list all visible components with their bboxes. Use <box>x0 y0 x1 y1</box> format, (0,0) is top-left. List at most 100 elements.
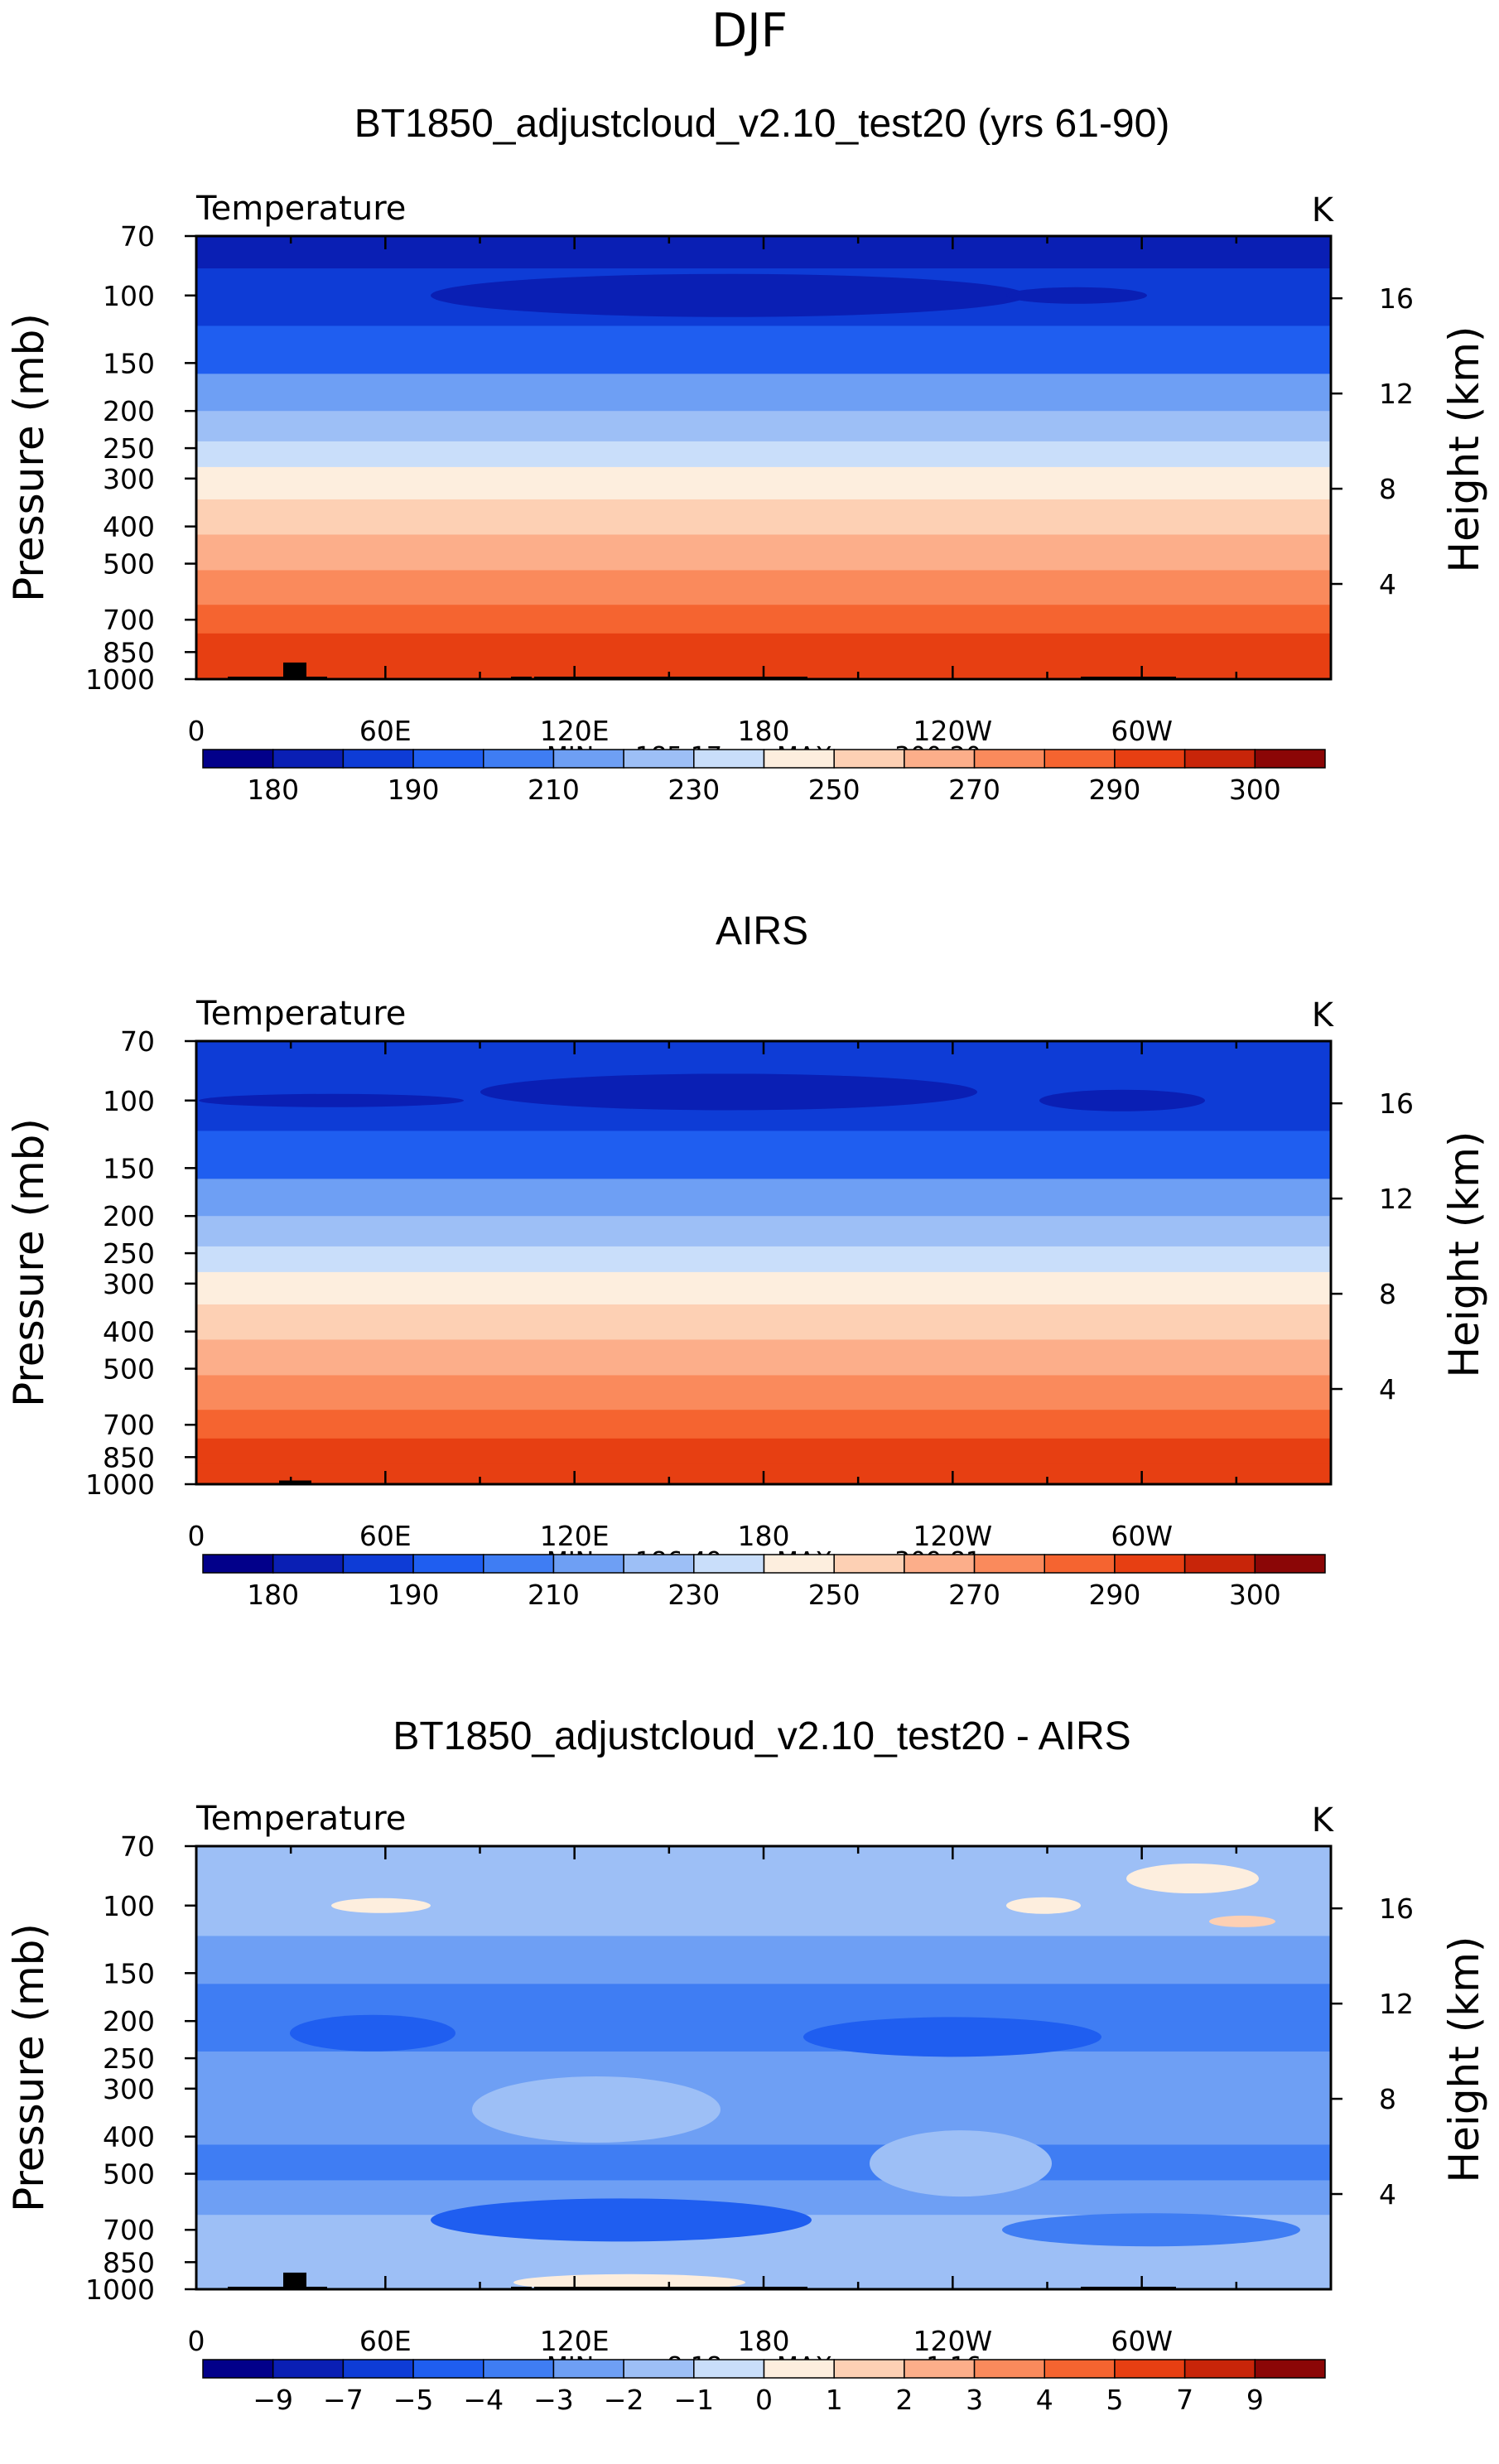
topography-peak <box>283 662 306 679</box>
x-tick-label: 60W <box>1111 1520 1173 1552</box>
x-tick-label: 120E <box>540 1520 610 1552</box>
x-tick-label: 60W <box>1111 715 1173 747</box>
contour-cold-core <box>480 1073 977 1111</box>
x-tick-label: 120W <box>913 2325 993 2357</box>
contour-band <box>196 1131 1331 1179</box>
colorbar-label: 190 <box>388 774 440 806</box>
y-right-tick-label: 12 <box>1379 1183 1414 1215</box>
colorbar-swatch <box>202 2359 274 2379</box>
colorbar-label: 4 <box>1036 2384 1053 2416</box>
contour-band <box>196 1375 1331 1410</box>
contour-warm-anomaly <box>1126 1864 1259 1894</box>
topography <box>1081 2286 1176 2289</box>
topography <box>228 676 327 679</box>
contour-band <box>196 441 1331 468</box>
x-tick-label: 120E <box>540 715 610 747</box>
contour-band <box>196 1936 1331 1984</box>
colorbar-swatch <box>904 749 976 769</box>
y-right-tick-label: 8 <box>1379 473 1396 505</box>
contour-band <box>196 2144 1331 2182</box>
y-tick-label: 400 <box>103 2121 155 2153</box>
variable-label: Temperature <box>195 190 406 228</box>
x-tick-label: 60E <box>359 715 412 747</box>
panel-2: AIRS Temperature K 0 60E 120E 180 120W 60W 70 100 1… <box>5 909 1488 1611</box>
y-tick-label: 70 <box>120 1830 155 1863</box>
colorbar-swatch <box>1114 749 1186 769</box>
colorbar-label: 250 <box>808 1579 860 1611</box>
contour-cold-core <box>1006 287 1147 304</box>
colorbar-label: 2 <box>895 2384 913 2416</box>
colorbar-swatch <box>1183 2359 1256 2379</box>
contour-band <box>196 2076 1331 2110</box>
colorbar-label: −9 <box>253 2384 293 2416</box>
colorbar-swatch <box>1114 2359 1186 2379</box>
contour-warm-anomaly <box>1006 1897 1081 1914</box>
colorbar-label: 290 <box>1088 1579 1140 1611</box>
colorbar-swatch <box>623 749 695 769</box>
y-right-tick-label: 12 <box>1379 378 1414 410</box>
y-tick-label: 700 <box>103 1409 155 1441</box>
contour-cold-anomaly <box>431 2198 812 2242</box>
x-tick-label: 0 <box>188 1520 205 1552</box>
contour-cold-core <box>199 1093 464 1107</box>
x-tick-label: 0 <box>188 2325 205 2357</box>
colorbar-label: −5 <box>393 2384 434 2416</box>
colorbar-label: 300 <box>1229 774 1281 806</box>
colorbar-swatch <box>973 2359 1045 2379</box>
x-tick-label: 60E <box>359 1520 412 1552</box>
colorbar-swatch <box>412 2359 484 2379</box>
colorbar-swatch <box>763 1554 835 1574</box>
y-tick-label: 300 <box>103 463 155 495</box>
x-tick-label: 60W <box>1111 2325 1173 2357</box>
colorbar: −9 −7 −5 −4 −3 −2 −1 0 1 2 3 4 5 7 9 <box>202 2359 1326 2416</box>
colorbar-label: 0 <box>755 2384 773 2416</box>
y-tick-label: 850 <box>103 636 155 668</box>
contour-band <box>196 325 1331 374</box>
contour-cold-anomaly <box>1002 2213 1300 2247</box>
topography <box>228 2286 327 2289</box>
colorbar-swatch <box>202 1554 274 1574</box>
y-tick-label: 70 <box>120 1025 155 1058</box>
y-axis-title: Pressure (mb) <box>5 1923 53 2212</box>
y-tick-label: 100 <box>103 280 155 312</box>
y-tick-label: 250 <box>103 2042 155 2075</box>
y-tick-label: 100 <box>103 1085 155 1117</box>
contour-field <box>196 1846 1331 2289</box>
panel-3: BT1850_adjustcloud_v2.10_test20 - AIRS Te… <box>5 1714 1488 2416</box>
contour-band <box>196 1410 1331 1439</box>
contour-band <box>196 1216 1331 1247</box>
colorbar-swatch <box>1044 1554 1116 1574</box>
contour-band <box>196 374 1331 412</box>
colorbar-swatch <box>833 749 905 769</box>
contour-band <box>196 534 1331 571</box>
y-right-tick-label: 4 <box>1379 568 1396 600</box>
colorbar-swatch <box>483 749 555 769</box>
y-tick-label: 300 <box>103 2073 155 2105</box>
colorbar-swatch <box>272 749 345 769</box>
y-tick-label: 150 <box>103 1957 155 1989</box>
colorbar-swatch <box>272 2359 345 2379</box>
colorbar-label: 180 <box>247 774 299 806</box>
y-right-tick-label: 16 <box>1379 1893 1414 1925</box>
colorbar-swatch <box>1254 1554 1326 1574</box>
contour-band <box>196 2268 1331 2283</box>
colorbar-label: 270 <box>948 1579 1000 1611</box>
topography <box>511 676 532 679</box>
x-tick-label: 120W <box>913 1520 993 1552</box>
colorbar-swatch <box>552 2359 624 2379</box>
contour-band <box>196 570 1331 605</box>
contour-band <box>196 658 1331 673</box>
colorbar-label: 1 <box>826 2384 843 2416</box>
contour-cold-core <box>431 273 1027 317</box>
x-tick-label: 120W <box>913 715 993 747</box>
y-tick-label: 200 <box>103 2005 155 2037</box>
y-tick-label: 850 <box>103 2246 155 2278</box>
topography <box>511 2286 532 2289</box>
panel-title: AIRS <box>716 909 808 953</box>
contour-band <box>196 2243 1331 2269</box>
y-right-axis-title: Height (km) <box>1440 326 1488 573</box>
contour-band <box>196 1304 1331 1341</box>
colorbar-label: 9 <box>1246 2384 1264 2416</box>
y-tick-label: 1000 <box>85 2274 155 2306</box>
contour-warm-anomaly <box>472 2076 721 2143</box>
